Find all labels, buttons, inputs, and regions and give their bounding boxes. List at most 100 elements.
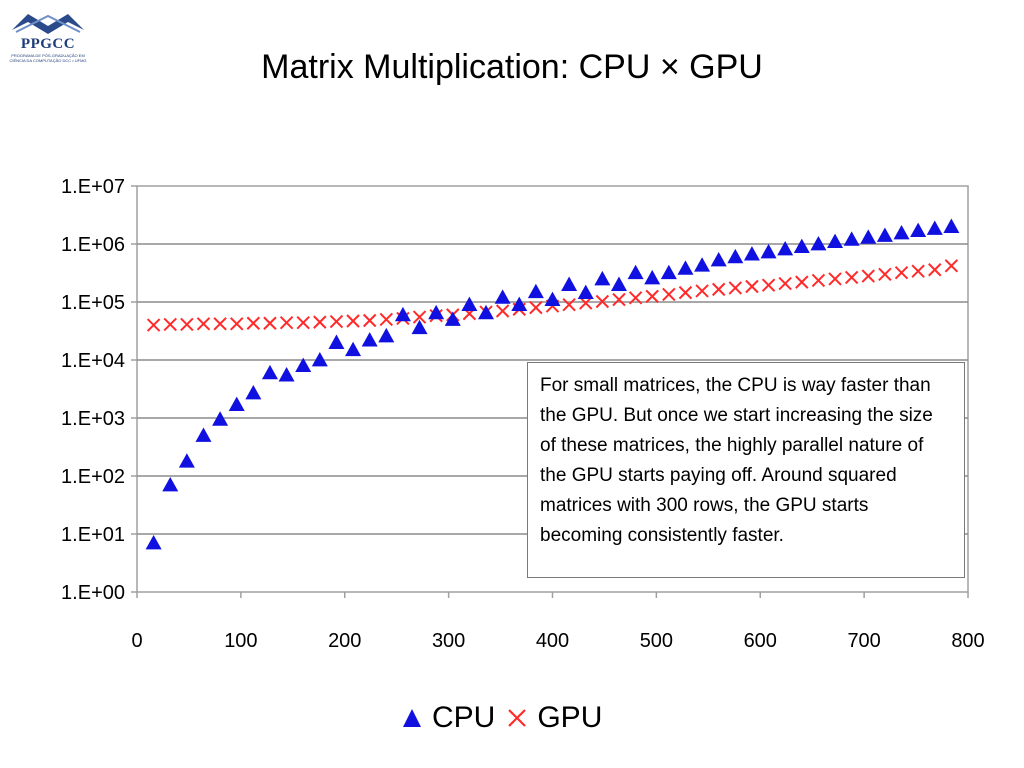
legend-label-gpu: GPU: [537, 701, 603, 734]
cpu-point: [378, 327, 395, 343]
gpu-point: [163, 317, 177, 332]
cpu-point: [212, 411, 229, 426]
cpu-point: [311, 352, 328, 367]
cpu-point: [827, 233, 844, 248]
cpu-point: [345, 341, 362, 357]
gpu-point: [230, 317, 244, 331]
gpu-point: [828, 272, 842, 286]
cpu-point: [411, 319, 428, 335]
cpu-point: [394, 306, 411, 322]
cpu-point: [876, 227, 893, 242]
y-tick-label-6: 1.E+06: [61, 234, 125, 256]
y-tick-label-3: 1.E+03: [61, 408, 125, 430]
cpu-point: [577, 284, 594, 300]
cpu-point: [677, 260, 694, 275]
gpu-point: [180, 317, 194, 332]
cpu-point: [278, 367, 295, 382]
logo-subtitle: PROGRAMA DE PÓS-GRADUAÇÃO EM CIÊNCIA DA …: [9, 53, 87, 63]
cpu-point: [777, 240, 794, 256]
legend-item-cpu: CPU: [400, 701, 495, 735]
y-tick-label-4: 1.E+04: [61, 350, 125, 372]
cpu-point: [228, 396, 245, 412]
gpu-point: [612, 292, 626, 307]
cpu-point: [461, 296, 478, 312]
slide-title: Matrix Multiplication: CPU × GPU: [261, 48, 763, 86]
cpu-point: [195, 427, 212, 442]
triangle-marker-icon: [403, 709, 421, 727]
gpu-point: [263, 316, 277, 330]
x-tick-label-4: 400: [536, 630, 569, 652]
gpu-point: [329, 314, 344, 329]
legend-item-gpu: GPU: [505, 701, 602, 735]
cpu-point: [893, 224, 910, 240]
cpu-point: [743, 246, 760, 261]
cpu-point: [810, 236, 827, 251]
gpu-point: [878, 267, 892, 282]
ppgcc-logo: PPGCC PROGRAMA DE PÓS-GRADUAÇÃO EM CIÊNC…: [6, 6, 90, 66]
gpu-point: [728, 281, 743, 295]
gpu-point: [928, 263, 942, 277]
gpu-point: [645, 289, 659, 304]
gpu-point: [844, 270, 859, 285]
gpu-point: [246, 316, 261, 330]
cpu-point: [910, 222, 927, 238]
gpu-point: [346, 314, 360, 328]
gpu-point: [711, 282, 726, 297]
gpu-point: [313, 315, 327, 329]
gpu-point: [795, 275, 809, 289]
gpu-point: [861, 269, 875, 283]
cpu-point: [760, 243, 777, 259]
cpu-point: [793, 238, 810, 254]
gpu-point: [778, 276, 792, 291]
gpu-point: [362, 313, 377, 328]
gpu-point: [379, 312, 394, 327]
gpu-point: [495, 304, 510, 318]
gpu-point: [628, 291, 643, 305]
gpu-point: [595, 294, 610, 309]
x-marker-icon: [508, 709, 527, 727]
cpu-point: [428, 304, 445, 320]
gpu-point: [911, 264, 925, 278]
cpu-point: [178, 453, 195, 468]
gpu-point: [213, 317, 227, 331]
legend: CPU GPU: [400, 700, 602, 736]
cpu-point: [361, 332, 378, 347]
gpu-point: [678, 285, 693, 300]
cpu-point: [943, 218, 960, 233]
cpu-point: [544, 291, 561, 306]
y-tick-label-7: 1.E+07: [61, 176, 125, 198]
cpu-point: [162, 476, 179, 492]
x-tick-label-8: 800: [951, 630, 984, 652]
cpu-point: [295, 357, 312, 373]
cpu-point: [444, 311, 461, 326]
cpu-point: [610, 276, 627, 291]
gpu-point: [695, 284, 709, 298]
logo-name: PPGCC: [20, 36, 76, 52]
gpu-point: [944, 259, 959, 273]
cpu-point: [245, 384, 262, 400]
gpu-point: [529, 300, 543, 315]
cpu-point: [594, 270, 611, 286]
cpu-point: [710, 251, 727, 267]
x-tick-label-7: 700: [847, 630, 880, 652]
cpu-point: [561, 276, 578, 291]
y-tick-label-5: 1.E+05: [61, 292, 125, 314]
y-tick-label-2: 1.E+02: [61, 466, 125, 488]
x-tick-label-6: 600: [744, 630, 777, 652]
cpu-point: [644, 269, 661, 285]
x-tick-label-1: 100: [224, 630, 257, 652]
gpu-point: [146, 318, 161, 332]
cpu-point: [145, 534, 162, 550]
cpu-point: [261, 364, 278, 380]
cpu-point: [860, 229, 877, 244]
gpu-point: [811, 273, 826, 288]
cpu-point: [511, 296, 528, 312]
legend-label-cpu: CPU: [432, 701, 496, 734]
gpu-point: [412, 310, 427, 324]
cpu-point: [660, 264, 677, 280]
gpu-point: [761, 278, 776, 292]
gpu-point: [196, 317, 211, 331]
y-tick-label-1: 1.E+01: [61, 524, 125, 546]
cpu-point: [727, 248, 744, 264]
cpu-point: [627, 264, 644, 280]
